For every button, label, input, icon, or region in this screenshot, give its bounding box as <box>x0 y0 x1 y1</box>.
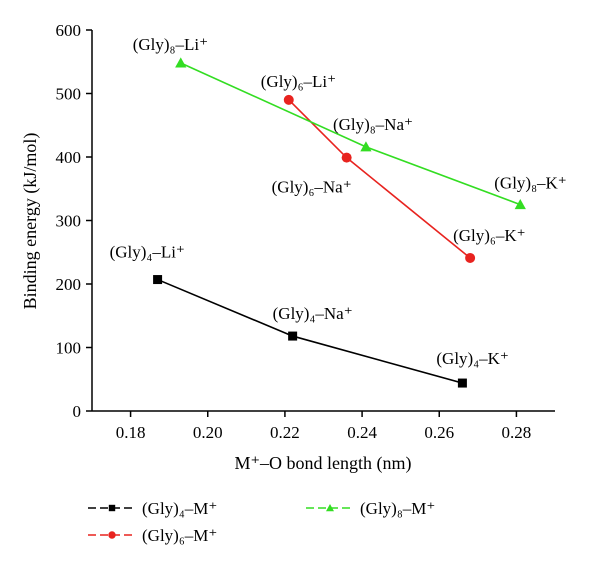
legend-item: (Gly)₈–M⁺ <box>306 499 435 518</box>
data-point-triangle-marker <box>514 199 526 210</box>
legend-circle-marker <box>108 531 116 539</box>
point-label: (Gly)₆–K⁺ <box>453 226 526 245</box>
y-tick-label: 500 <box>56 85 82 104</box>
data-point-triangle-marker <box>360 141 372 152</box>
data-point-triangle-marker <box>175 57 187 68</box>
data-point-circle-marker <box>283 94 294 105</box>
point-label: (Gly)₄–Li⁺ <box>110 243 185 262</box>
x-tick-label: 0.22 <box>270 423 300 442</box>
point-label: (Gly)₈–Na⁺ <box>333 115 413 134</box>
y-tick-label: 400 <box>56 148 82 167</box>
point-label: (Gly)₈–K⁺ <box>494 174 567 193</box>
legend-label: (Gly)₈–M⁺ <box>360 499 435 518</box>
x-tick-label: 0.26 <box>424 423 454 442</box>
legend-triangle-marker <box>326 504 334 512</box>
y-tick-label: 200 <box>56 275 82 294</box>
series-3 <box>175 57 526 210</box>
data-point-circle-marker <box>465 252 476 263</box>
data-point-square-marker <box>457 378 467 388</box>
legend: (Gly)₄–M⁺ (Gly)₆–M⁺ (Gly)₈–M⁺ <box>88 499 435 545</box>
point-label: (Gly)₄–Na⁺ <box>273 304 353 323</box>
y-tick-label: 300 <box>56 212 82 231</box>
x-tick-label: 0.28 <box>502 423 532 442</box>
x-tick-label: 0.20 <box>193 423 223 442</box>
point-label: (Gly)₈–Li⁺ <box>133 35 208 54</box>
series-1 <box>153 275 467 388</box>
x-tick-label: 0.24 <box>347 423 377 442</box>
y-tick-label: 600 <box>56 21 82 40</box>
legend-square-marker <box>108 504 116 512</box>
series-layer <box>153 57 526 388</box>
point-label: (Gly)₆–Na⁺ <box>272 178 352 197</box>
y-ticks: 0 100 200 300 400 500 600 <box>56 21 92 421</box>
legend-label: (Gly)₆–M⁺ <box>142 526 217 545</box>
x-tick-label: 0.18 <box>116 423 146 442</box>
point-labels: (Gly)₄–Li⁺ (Gly)₄–Na⁺ (Gly)₄–K⁺ (Gly)₆–Li⁺ (… <box>110 35 567 368</box>
data-point-square-marker <box>288 331 298 341</box>
series-line <box>157 278 463 384</box>
legend-label: (Gly)₄–M⁺ <box>142 499 217 518</box>
series-2 <box>283 94 476 263</box>
y-axis-label: Binding energy (kJ/mol) <box>20 133 41 310</box>
point-label: (Gly)₄–K⁺ <box>436 349 509 368</box>
legend-item: (Gly)₆–M⁺ <box>88 526 217 545</box>
point-label: (Gly)₆–Li⁺ <box>261 72 336 91</box>
legend-item: (Gly)₄–M⁺ <box>88 499 217 518</box>
y-tick-label: 0 <box>73 402 82 421</box>
x-axis-label: M⁺–O bond length (nm) <box>235 453 412 474</box>
data-point-circle-marker <box>341 152 352 163</box>
data-point-square-marker <box>153 275 163 285</box>
x-ticks: 0.18 0.20 0.22 0.24 0.26 0.28 <box>116 411 532 442</box>
y-tick-label: 100 <box>56 339 82 358</box>
